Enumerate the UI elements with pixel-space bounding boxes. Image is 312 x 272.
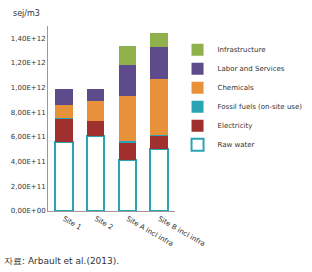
- svg-text:Fossil fuels (on-site use): Fossil fuels (on-site use): [218, 103, 303, 111]
- svg-text:Site A incl infra: Site A incl infra: [125, 215, 175, 248]
- html-text:자료: Arbault et al.(2013).: 자료: Arbault et al.(2013).: [4, 256, 120, 266]
- svg-text:Infrastructure: Infrastructure: [218, 46, 266, 54]
- svg-text:2,00E+11: 2,00E+11: [11, 183, 46, 191]
- svg-text:1,40E+12: 1,40E+12: [11, 35, 46, 43]
- svg-text:8,00E+11: 8,00E+11: [11, 109, 46, 117]
- svg-text:Raw water: Raw water: [218, 141, 255, 149]
- svg-text:Labor and Services: Labor and Services: [218, 65, 285, 73]
- svg-text:Chemicals: Chemicals: [218, 84, 254, 92]
- svg-text:0,00E+00: 0,00E+00: [11, 207, 46, 215]
- svg-text:4,00E+11: 4,00E+11: [11, 158, 46, 166]
- svg-text:Site 1: Site 1: [61, 215, 82, 232]
- svg-text:Electricity: Electricity: [218, 122, 253, 130]
- svg-text:1,00E+12: 1,00E+12: [11, 84, 46, 92]
- svg-text:sej/m3: sej/m3: [13, 9, 40, 18]
- svg-text:1,20E+12: 1,20E+12: [11, 59, 46, 67]
- svg-text:Site B incl infra: Site B incl infra: [156, 215, 206, 248]
- svg-text:6,00E+11: 6,00E+11: [11, 133, 46, 141]
- svg-text:Site 2: Site 2: [93, 215, 114, 232]
